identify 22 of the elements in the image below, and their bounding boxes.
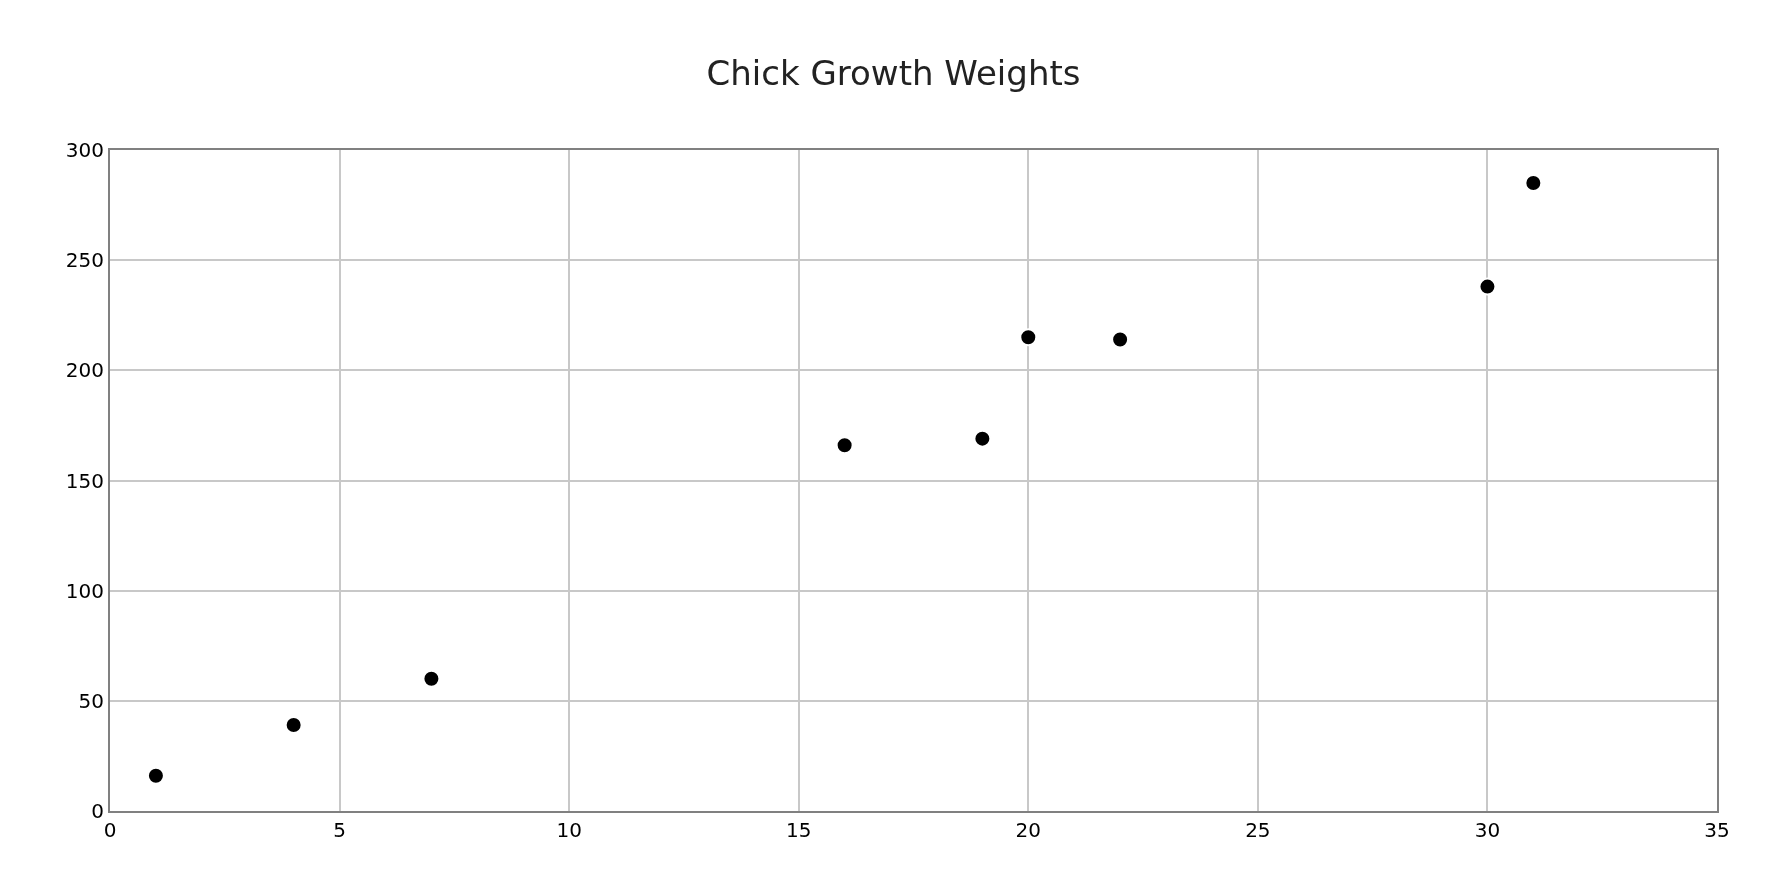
y-tick-label: 0 bbox=[91, 799, 104, 823]
x-tick-label: 25 bbox=[1245, 818, 1271, 842]
y-tick-label: 150 bbox=[65, 468, 104, 493]
point bbox=[422, 669, 441, 688]
y-tick-label: 50 bbox=[78, 688, 104, 713]
point bbox=[1019, 328, 1038, 347]
point bbox=[1111, 330, 1130, 349]
y-tick-label: 300 bbox=[65, 138, 104, 162]
y-tick-label: 100 bbox=[65, 578, 104, 603]
x-tick-label: 20 bbox=[1015, 818, 1042, 842]
x-tick-label: 10 bbox=[556, 818, 582, 842]
point bbox=[835, 436, 854, 455]
chart-title: Chick Growth Weights bbox=[706, 53, 1081, 94]
x-tick-label: 5 bbox=[333, 818, 346, 842]
point bbox=[146, 766, 165, 785]
point bbox=[1478, 277, 1497, 296]
x-tick-label: 35 bbox=[1704, 818, 1730, 842]
y-tick-label: 250 bbox=[65, 248, 104, 273]
point bbox=[973, 429, 992, 448]
x-tick-label: 15 bbox=[785, 818, 812, 842]
x-tick-label: 30 bbox=[1474, 818, 1501, 842]
y-tick-label: 200 bbox=[65, 358, 104, 383]
